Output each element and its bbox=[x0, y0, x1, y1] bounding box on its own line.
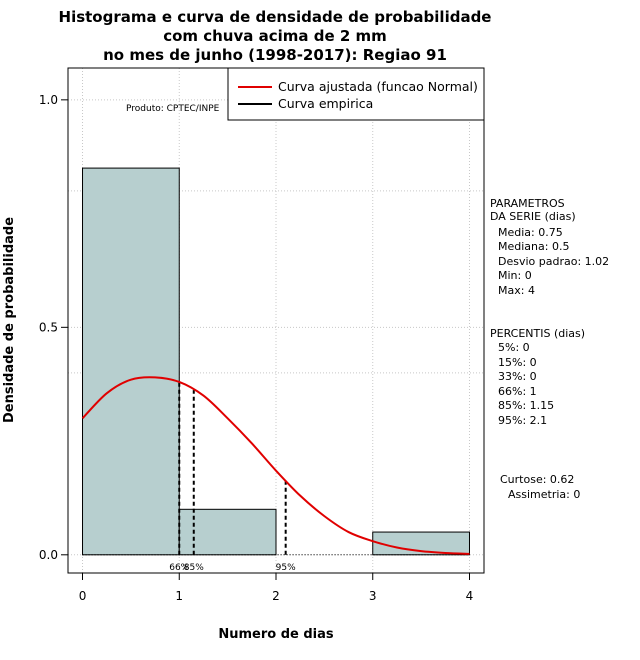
chart-title-line-2: com chuva acima de 2 mm bbox=[163, 27, 387, 45]
y-axis-title: Densidade de probabilidade bbox=[2, 217, 17, 423]
percentil-line: 85%: 1.15 bbox=[498, 399, 554, 412]
histogram-bars bbox=[82, 167, 470, 556]
fitted-curve-layer bbox=[81, 376, 470, 555]
percentile-label: 95% bbox=[276, 563, 296, 573]
y-tick-label: 0.0 bbox=[39, 548, 58, 562]
y-tick-label: 1.0 bbox=[39, 93, 58, 107]
percentil-line: 95%: 2.1 bbox=[498, 414, 547, 427]
side-panel-percentis: PERCENTIS (dias) 5%: 0 15%: 0 33%: 0 66%… bbox=[490, 327, 585, 427]
curtose-text: Curtose: 0.62 bbox=[500, 473, 574, 486]
x-axis-title: Numero de dias bbox=[218, 627, 334, 642]
assimetria-text: Assimetria: 0 bbox=[508, 488, 580, 501]
percentile-label: 66% bbox=[169, 563, 189, 573]
legend: Curva ajustada (funcao Normal) Curva emp… bbox=[227, 67, 485, 121]
param-line: Desvio padrao: 1.02 bbox=[498, 255, 609, 268]
percentil-line: 5%: 0 bbox=[498, 341, 530, 354]
param-line: Max: 4 bbox=[498, 284, 535, 297]
param-line: Media: 0.75 bbox=[498, 226, 563, 239]
chart-title-line-3: no mes de junho (1998-2017): Regiao 91 bbox=[103, 46, 447, 64]
histogram-bar bbox=[82, 167, 180, 556]
x-tick-label: 3 bbox=[369, 589, 377, 603]
legend-empirical-label: Curva empirica bbox=[278, 96, 373, 111]
x-axis: 0 1 2 3 4 bbox=[79, 572, 474, 603]
param-line: DA SERIE (dias) bbox=[490, 210, 576, 223]
x-tick-label: 2 bbox=[272, 589, 280, 603]
fitted-curve-line bbox=[81, 376, 470, 555]
percentile-label: 85% bbox=[184, 563, 204, 573]
x-tick-label: 1 bbox=[175, 589, 183, 603]
legend-box bbox=[227, 67, 485, 121]
histogram-bar bbox=[372, 531, 470, 556]
param-line: PARAMETROS bbox=[490, 197, 565, 210]
param-line: Mediana: 0.5 bbox=[498, 240, 569, 253]
side-panel-parametros: PARAMETROS DA SERIE (dias) Media: 0.75 M… bbox=[490, 197, 609, 297]
product-watermark: Produto: CPTEC/INPE bbox=[126, 104, 220, 114]
y-tick-label: 0.5 bbox=[39, 320, 58, 334]
x-tick-label: 4 bbox=[466, 589, 474, 603]
legend-fitted-label: Curva ajustada (funcao Normal) bbox=[278, 79, 478, 94]
histogram-bar bbox=[178, 508, 277, 556]
percentil-line: 33%: 0 bbox=[498, 370, 537, 383]
param-line: Min: 0 bbox=[498, 269, 532, 282]
x-tick-label: 0 bbox=[79, 589, 87, 603]
percentile-lines: 66%85% 95% bbox=[169, 381, 296, 573]
percentil-line: PERCENTIS (dias) bbox=[490, 327, 585, 340]
percentil-line: 15%: 0 bbox=[498, 356, 537, 369]
percentil-line: 66%: 1 bbox=[498, 385, 537, 398]
y-axis: 0.0 0.5 1.0 bbox=[39, 93, 69, 562]
chart-title-line-1: Histograma e curva de densidade de proba… bbox=[59, 8, 492, 26]
